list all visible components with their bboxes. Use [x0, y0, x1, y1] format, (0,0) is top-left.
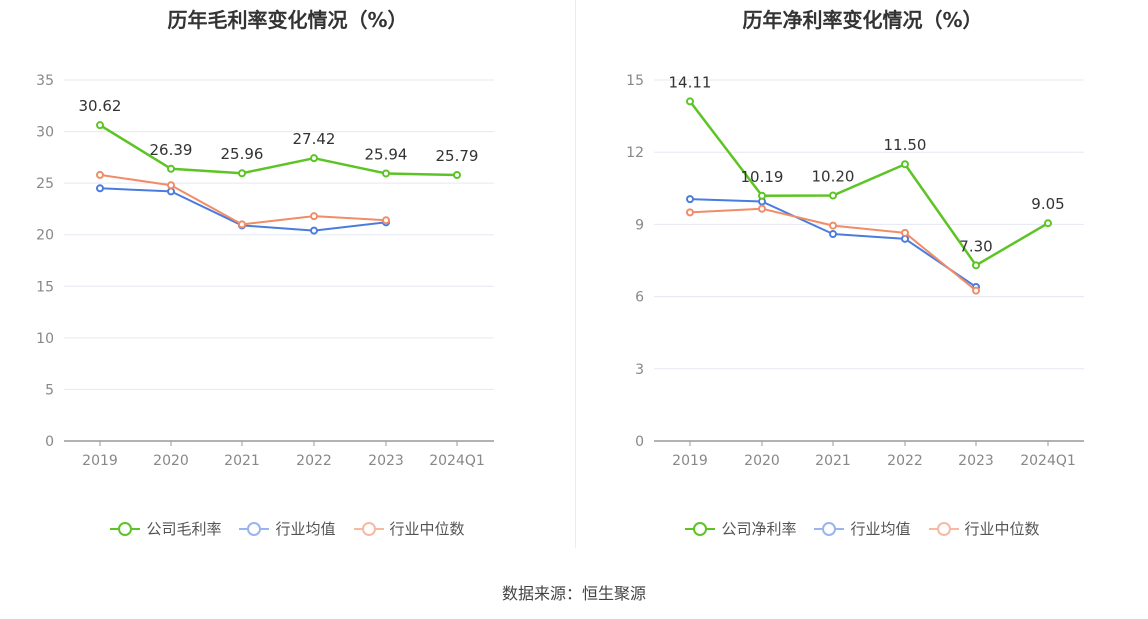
legend-item-company[interactable]: 公司净利率 — [685, 518, 796, 539]
y-tick-label: 12 — [626, 145, 644, 161]
data-label: 14.11 — [669, 73, 712, 91]
chart-legend: 公司净利率 行业均值 行业中位数 — [577, 518, 1148, 539]
series-line-median — [99, 173, 387, 226]
data-point-median[interactable] — [238, 220, 246, 229]
y-tick-label: 0 — [45, 434, 54, 450]
data-label: 27.42 — [293, 130, 336, 148]
panel-divider — [575, 0, 576, 548]
data-point-avg[interactable] — [96, 184, 104, 193]
data-point-company[interactable] — [453, 170, 461, 179]
data-point-company[interactable] — [901, 160, 909, 169]
legend-label: 公司毛利率 — [146, 520, 222, 538]
data-point-company[interactable] — [758, 191, 766, 200]
x-tick-label: 2019 — [672, 453, 708, 469]
data-point-median[interactable] — [686, 208, 694, 217]
x-tick-label: 2022 — [887, 453, 923, 469]
data-point-company[interactable] — [382, 169, 390, 178]
x-tick-label: 2023 — [958, 453, 994, 469]
legend-label: 行业均值 — [275, 520, 336, 538]
x-tick-label: 2021 — [224, 453, 260, 469]
legend-line-icon — [239, 521, 270, 536]
y-tick-label: 10 — [36, 331, 54, 347]
data-label: 25.94 — [365, 145, 408, 163]
x-tick-label: 2023 — [368, 453, 404, 469]
x-tick-label: 2021 — [815, 453, 851, 469]
data-point-avg[interactable] — [686, 195, 694, 204]
series-line-company — [99, 124, 458, 177]
data-point-company[interactable] — [1044, 219, 1052, 228]
data-label: 10.20 — [812, 168, 855, 186]
chart-legend: 公司毛利率 行业均值 行业中位数 — [0, 518, 575, 539]
legend-item-avg[interactable]: 行业均值 — [814, 518, 911, 539]
series-line-avg — [689, 198, 977, 288]
x-tick-label: 2022 — [296, 453, 332, 469]
data-label: 25.96 — [221, 145, 264, 163]
data-point-median[interactable] — [310, 212, 318, 221]
legend-line-icon — [110, 521, 141, 536]
data-point-median[interactable] — [901, 228, 909, 237]
data-point-company[interactable] — [829, 191, 837, 200]
legend-label: 行业中位数 — [964, 520, 1040, 538]
y-tick-label: 25 — [36, 176, 54, 192]
legend-item-avg[interactable]: 行业均值 — [239, 518, 336, 539]
gross-margin-chart-panel: 历年毛利率变化情况（%） 0 5 10 15 20 25 30 35 2019 2020 2021 2… — [0, 0, 575, 560]
y-tick-label: 6 — [635, 290, 644, 306]
x-tick-label: 2019 — [82, 453, 118, 469]
series-line-median — [689, 207, 977, 292]
data-label: 25.79 — [436, 147, 479, 165]
legend-label: 行业均值 — [850, 520, 911, 538]
data-label: 26.39 — [150, 141, 193, 159]
data-point-median[interactable] — [758, 204, 766, 213]
data-label: 9.05 — [1031, 195, 1064, 213]
y-tick-label: 20 — [36, 228, 54, 244]
x-tick-label: 2024Q1 — [429, 453, 485, 469]
legend-item-median[interactable]: 行业中位数 — [353, 518, 465, 539]
data-point-avg[interactable] — [167, 187, 175, 196]
legend-line-icon — [685, 521, 716, 536]
y-tick-label: 15 — [626, 73, 644, 89]
x-tick-label: 2020 — [153, 453, 189, 469]
chart-title: 历年净利率变化情况（%） — [742, 8, 983, 32]
data-point-median[interactable] — [96, 170, 104, 179]
data-point-company[interactable] — [96, 121, 104, 130]
legend-item-median[interactable]: 行业中位数 — [928, 518, 1040, 539]
legend-label: 公司净利率 — [721, 520, 797, 538]
data-point-median[interactable] — [382, 216, 390, 225]
gross-margin-chart: 0 5 10 15 20 25 30 35 2019 2020 2021 2022 2023 2024Q1… — [36, 73, 494, 469]
x-tick-label: 2020 — [744, 453, 780, 469]
data-point-company[interactable] — [167, 164, 175, 173]
legend-item-company[interactable]: 公司毛利率 — [110, 518, 221, 539]
x-tick-label: 2024Q1 — [1020, 453, 1076, 469]
data-label: 11.50 — [884, 136, 927, 154]
legend-line-icon — [814, 521, 845, 536]
data-point-median[interactable] — [167, 181, 175, 190]
y-tick-label: 9 — [635, 217, 644, 233]
data-source-note: 数据来源：恒生聚源 — [501, 584, 646, 603]
y-tick-label: 3 — [635, 362, 644, 378]
y-tick-label: 15 — [36, 279, 54, 295]
data-point-company[interactable] — [238, 169, 246, 178]
data-point-median[interactable] — [972, 286, 980, 295]
y-tick-label: 0 — [635, 434, 644, 450]
data-point-median[interactable] — [829, 221, 837, 230]
y-tick-label: 30 — [36, 125, 54, 141]
data-label: 7.30 — [959, 237, 992, 255]
data-point-avg[interactable] — [310, 226, 318, 235]
data-point-company[interactable] — [310, 154, 318, 163]
data-label: 10.19 — [741, 168, 784, 186]
series-line-company — [689, 100, 1049, 267]
legend-label: 行业中位数 — [389, 520, 465, 538]
chart-title: 历年毛利率变化情况（%） — [167, 8, 408, 32]
legend-line-icon — [353, 521, 384, 536]
y-tick-label: 35 — [36, 73, 54, 89]
net-margin-chart: 0 3 6 9 12 15 2019 2020 2021 2022 2023 2024Q1 14.11 1… — [626, 73, 1084, 469]
data-point-avg[interactable] — [829, 230, 837, 239]
data-point-company[interactable] — [972, 261, 980, 270]
data-label: 30.62 — [79, 97, 122, 115]
net-margin-chart-panel: 历年净利率变化情况（%） 0 3 6 9 12 15 2019 2020 2021 2022 202… — [577, 0, 1148, 560]
y-tick-label: 5 — [45, 382, 54, 398]
data-point-company[interactable] — [686, 97, 694, 106]
legend-line-icon — [928, 521, 959, 536]
